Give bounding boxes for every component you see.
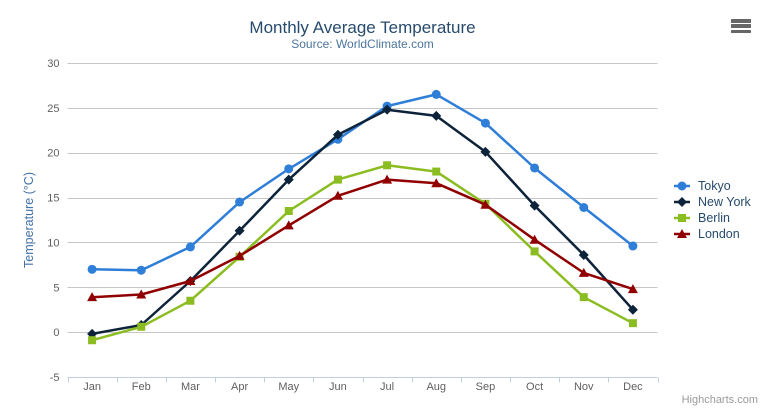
triangle-marker <box>185 276 196 286</box>
legend-symbol <box>674 229 690 238</box>
circle-marker <box>185 242 195 252</box>
credits-link[interactable]: Highcharts.com <box>681 394 758 406</box>
series-berlin[interactable] <box>88 161 637 345</box>
diamond-marker <box>529 200 540 211</box>
diamond-marker <box>283 174 294 185</box>
diamond-marker <box>382 104 393 115</box>
x-axis-label: Jul <box>380 381 394 393</box>
export-menu-button[interactable] <box>731 19 751 35</box>
triangle-marker <box>578 267 589 277</box>
x-axis-label: Feb <box>132 381 151 393</box>
y-axis-title: Temperature (°C) <box>22 172 36 268</box>
chart-title: Monthly Average Temperature <box>249 18 476 37</box>
square-marker <box>432 167 441 176</box>
x-axis-label: Mar <box>181 381 200 393</box>
circle-marker <box>628 241 638 251</box>
y-axis-label: 0 <box>53 327 59 339</box>
x-axis-label: May <box>278 381 299 393</box>
legend-item-new-york[interactable]: New York <box>674 194 751 210</box>
x-axis-label: Oct <box>526 381 543 393</box>
hamburger-bar <box>731 29 751 34</box>
square-marker <box>333 175 342 184</box>
series-line <box>90 178 635 299</box>
chart-subtitle: Source: WorldClimate.com <box>291 37 434 51</box>
legend-item-london[interactable]: London <box>674 226 751 242</box>
circle-marker <box>136 265 146 275</box>
triangle-marker <box>677 229 687 238</box>
diamond-marker <box>677 197 687 207</box>
triangle-marker <box>136 289 147 299</box>
y-axis-label: 10 <box>47 237 59 249</box>
triangle-marker <box>627 284 638 294</box>
diamond-marker <box>234 225 245 236</box>
series-new-york[interactable] <box>87 104 638 339</box>
triangle-marker <box>234 250 245 260</box>
legend-item-label: Tokyo <box>698 179 731 193</box>
legend-item-tokyo[interactable]: Tokyo <box>674 178 751 194</box>
circle-marker <box>530 163 540 173</box>
series-line <box>90 108 635 336</box>
triangle-marker <box>382 174 393 184</box>
hamburger-bar <box>731 19 751 23</box>
x-axis-label: Jan <box>83 381 101 393</box>
diamond-marker <box>627 304 638 315</box>
diamond-marker <box>332 129 343 140</box>
triangle-marker <box>529 234 540 244</box>
circle-marker <box>235 197 245 207</box>
triangle-marker <box>431 178 442 188</box>
x-axis-label: Dec <box>623 381 643 393</box>
x-axis-label: Sep <box>476 381 496 393</box>
diamond-marker <box>480 146 491 157</box>
circle-marker <box>677 181 687 191</box>
series-group <box>87 89 638 345</box>
square-marker <box>137 322 146 331</box>
triangle-marker <box>87 292 98 302</box>
circle-marker <box>579 202 589 212</box>
circle-marker <box>87 264 97 274</box>
legend-symbol <box>674 214 690 222</box>
diamond-marker <box>431 110 442 121</box>
triangle-marker <box>332 190 343 200</box>
x-axis-label: Jun <box>329 381 347 393</box>
triangle-marker <box>283 220 294 230</box>
square-marker <box>628 319 637 328</box>
square-marker <box>383 161 392 170</box>
y-axis-label: -5 <box>50 372 60 384</box>
hamburger-icon <box>731 19 751 34</box>
y-axis-label: 20 <box>47 148 59 160</box>
series-tokyo[interactable] <box>87 89 638 275</box>
legend-symbol <box>674 197 690 207</box>
hamburger-bar <box>731 24 751 28</box>
y-axis-label: 25 <box>47 103 59 115</box>
legend-item-label: London <box>698 227 740 241</box>
y-axis-label: 5 <box>53 282 59 294</box>
square-marker <box>579 293 588 302</box>
square-marker <box>88 336 97 345</box>
legend-item-label: New York <box>698 195 751 209</box>
square-marker <box>530 247 539 256</box>
series-line <box>90 164 635 342</box>
circle-marker <box>284 164 294 174</box>
x-axis-label: Aug <box>426 381 446 393</box>
legend-item-label: Berlin <box>698 211 730 225</box>
legend-item-berlin[interactable]: Berlin <box>674 210 751 226</box>
triangle-marker <box>480 199 491 209</box>
series-london[interactable] <box>87 174 638 302</box>
square-marker <box>284 207 293 216</box>
series-line <box>90 93 635 272</box>
legend-symbol <box>674 181 690 191</box>
square-marker <box>678 214 686 222</box>
y-axis-label: 30 <box>47 58 59 70</box>
x-axis-label: Nov <box>574 381 594 393</box>
circle-marker <box>480 118 490 128</box>
square-marker <box>186 296 195 305</box>
y-axis-label: 15 <box>47 193 59 205</box>
diamond-marker <box>578 249 589 260</box>
x-axis-label: Apr <box>231 381 248 393</box>
circle-marker <box>431 89 441 99</box>
legend: Tokyo New York Berlin London <box>674 178 751 242</box>
